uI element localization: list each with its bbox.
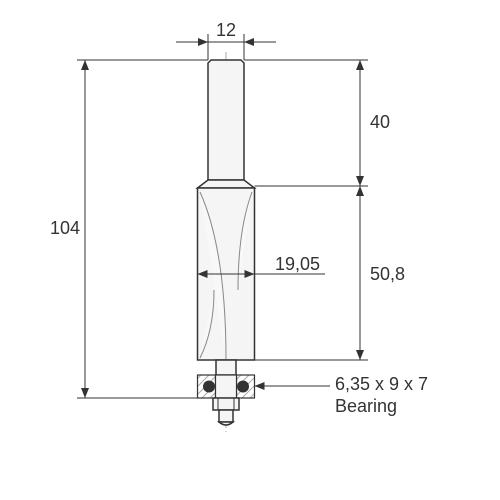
- shank: [208, 60, 244, 180]
- bearing: [198, 375, 255, 398]
- bearing-callout: 6,35 x 9 x 7 Bearing: [255, 374, 429, 416]
- dim-overall-length-label: 104: [50, 218, 80, 238]
- bearing-note-line1: 6,35 x 9 x 7: [335, 374, 428, 394]
- dim-shank-length-label: 40: [370, 112, 390, 132]
- neck: [216, 360, 236, 375]
- shoulder: [198, 180, 255, 188]
- dim-cutter-length-label: 50,8: [370, 264, 405, 284]
- dim-shank-length: 40: [244, 60, 390, 186]
- dim-shank-diameter-label: 12: [216, 20, 236, 40]
- bearing-note-line2: Bearing: [335, 396, 397, 416]
- retaining-nut: [213, 398, 239, 410]
- drawing-canvas: 12: [0, 0, 500, 500]
- dim-overall-length: 104: [50, 60, 208, 398]
- shaft-tip: [219, 410, 233, 425]
- dim-cutter-diameter-label: 19,05: [275, 254, 320, 274]
